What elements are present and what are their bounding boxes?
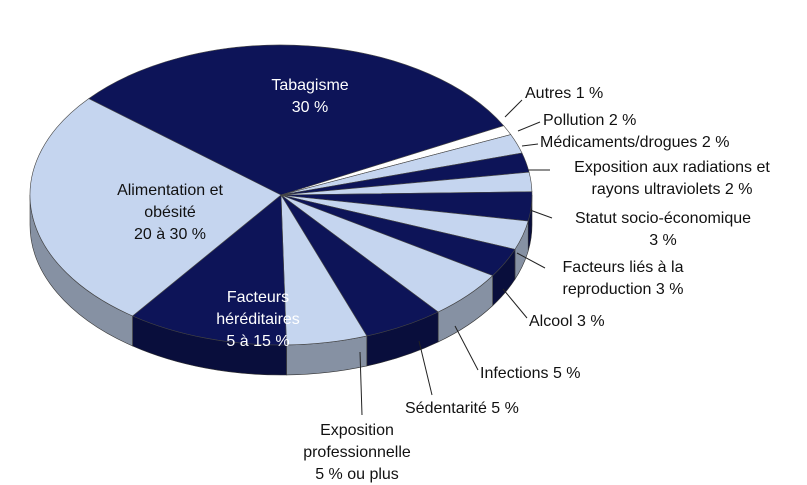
leader-line (454, 325, 479, 371)
leader-line (517, 121, 541, 132)
slice-label: Facteurs liés à la reproduction 3 % (543, 257, 703, 301)
value-label: 3 % (649, 232, 677, 249)
category-label: Tabagisme (271, 77, 349, 94)
slice-label: Pollution 2 % (543, 110, 636, 132)
category-label: Infections (480, 365, 549, 382)
value-label: 2 % (724, 181, 753, 198)
pie-slice (88, 44, 505, 196)
category-label: Médicaments/drogues (540, 134, 698, 151)
slice-label: Sédentarité 5 % (405, 398, 519, 420)
slice-label: Statut socio-économique 3 % (553, 208, 773, 252)
category-label: Exposition professionnelle (303, 422, 411, 461)
slice-label: Facteurs héréditaires 5 à 15 % (203, 287, 313, 353)
leader-line (504, 99, 523, 118)
category-label: Statut socio-économique (574, 210, 752, 227)
category-label: Facteurs liés à la reproduction (562, 259, 684, 298)
leader-line (516, 252, 546, 269)
category-label: Facteurs héréditaires (216, 289, 300, 328)
pie-slice (29, 98, 282, 317)
value-label: 2 % (608, 112, 637, 129)
leader-line (359, 351, 363, 416)
category-label: Alimentation et obésité (117, 182, 223, 221)
value-label: 30 % (291, 99, 329, 116)
leader-line (529, 209, 553, 219)
category-label: Exposition aux radiations et rayons ultr… (574, 159, 770, 198)
pie-slice (132, 194, 287, 346)
value-label: 1 % (575, 85, 604, 102)
category-label: Pollution (543, 112, 605, 129)
slice-label: Alcool 3 % (529, 311, 605, 333)
category-label: Sédentarité (405, 400, 487, 417)
value-label: 5 % (552, 365, 581, 382)
value-label: 5 % (491, 400, 519, 417)
value-label: 5 à 15 % (226, 333, 290, 350)
leader-line (521, 143, 539, 147)
slice-label: Alimentation et obésité 20 à 30 % (110, 180, 230, 246)
value-label: 5 % ou plus (315, 466, 399, 483)
value-label: 3 % (655, 281, 684, 298)
slice-label: Tabagisme 30 % (260, 75, 360, 119)
leader-line (418, 340, 433, 396)
value-label: 3 % (577, 313, 605, 330)
category-label: Autres (525, 85, 572, 102)
slice-label: Exposition aux radiations et rayons ultr… (552, 157, 792, 201)
slice-label: Exposition professionnelle 5 % ou plus (282, 420, 432, 485)
value-label: 20 à 30 % (133, 226, 207, 243)
slice-label: Autres 1 % (525, 83, 603, 105)
leader-line (502, 288, 528, 319)
slice-label: Médicaments/drogues 2 % (540, 132, 729, 154)
slice-label: Infections 5 % (480, 363, 581, 385)
value-label: 2 % (701, 134, 730, 151)
category-label: Alcool (529, 313, 573, 330)
